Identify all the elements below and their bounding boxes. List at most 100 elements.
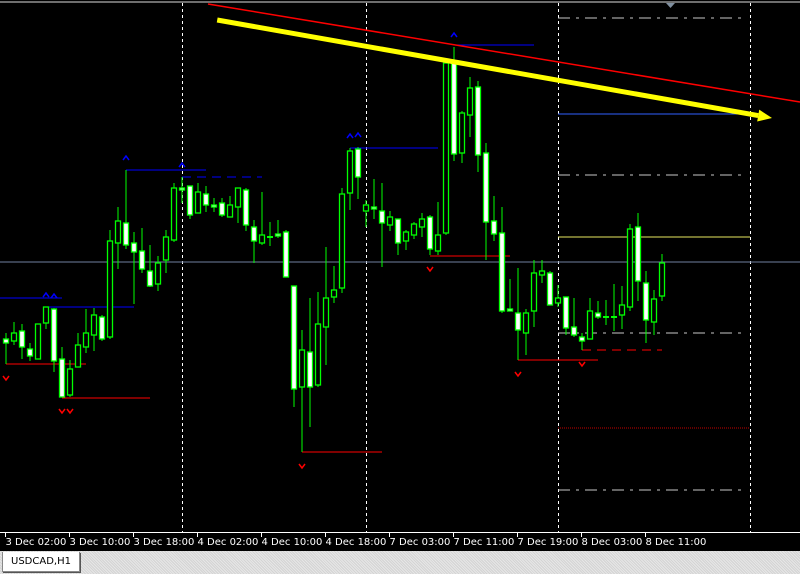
candle[interactable] (170, 183, 178, 242)
candle[interactable] (298, 330, 306, 452)
candle[interactable] (650, 290, 658, 335)
candle[interactable] (290, 285, 298, 407)
candle-body (154, 262, 162, 285)
candle[interactable] (394, 218, 402, 255)
candle[interactable] (2, 333, 10, 364)
candle[interactable] (58, 347, 66, 398)
candle[interactable] (474, 81, 482, 172)
candle[interactable] (466, 77, 474, 137)
candle[interactable] (267, 222, 273, 246)
candle-body (34, 323, 42, 360)
candle[interactable] (490, 196, 498, 241)
candle[interactable] (642, 271, 650, 343)
candle-body (658, 262, 666, 297)
price-chart[interactable]: 3 Dec 02:00 3 Dec 10:00 3 Dec 18:00 4 Dec 0… (0, 0, 800, 551)
candle-body (490, 220, 498, 235)
arrow-line[interactable] (216, 17, 759, 119)
candle[interactable] (162, 230, 170, 273)
fractal-up-arrow-icon (42, 291, 50, 298)
candle[interactable] (34, 323, 42, 360)
candle[interactable] (242, 188, 250, 231)
candle[interactable] (386, 211, 394, 231)
candle[interactable] (410, 222, 418, 239)
candle[interactable] (90, 308, 98, 351)
candle[interactable] (498, 207, 506, 313)
candle[interactable] (346, 148, 354, 210)
candle[interactable] (306, 298, 314, 427)
candle[interactable] (178, 177, 186, 203)
candle[interactable] (402, 230, 410, 250)
candle[interactable] (74, 333, 82, 368)
candle[interactable] (426, 215, 434, 255)
candle[interactable] (530, 260, 538, 327)
candle[interactable] (434, 202, 442, 255)
candle[interactable] (570, 298, 578, 337)
candle[interactable] (218, 198, 226, 217)
candle[interactable] (322, 247, 330, 365)
candle[interactable] (66, 360, 74, 397)
candle[interactable] (18, 324, 26, 359)
candle[interactable] (50, 308, 58, 372)
candle-body (394, 218, 402, 244)
candle[interactable] (603, 300, 609, 325)
candle[interactable] (106, 230, 114, 339)
candle[interactable] (554, 285, 562, 307)
candle[interactable] (258, 192, 266, 245)
candle[interactable] (154, 256, 162, 291)
candle[interactable] (98, 315, 106, 341)
candle[interactable] (186, 185, 194, 219)
candle[interactable] (250, 220, 258, 263)
candle[interactable] (202, 186, 210, 212)
candle[interactable] (274, 220, 282, 238)
candle[interactable] (458, 111, 466, 163)
candle[interactable] (611, 284, 617, 331)
candle[interactable] (578, 333, 586, 350)
candle[interactable] (594, 301, 602, 319)
candle-body (522, 312, 530, 334)
candle[interactable] (362, 200, 370, 227)
candle[interactable] (194, 183, 202, 214)
candle-body (18, 330, 26, 348)
candle[interactable] (418, 213, 426, 237)
candle[interactable] (10, 322, 18, 345)
tab-usdcad-h1[interactable]: USDCAD,H1 (2, 552, 80, 572)
candle[interactable] (482, 143, 490, 260)
candle[interactable] (146, 245, 154, 287)
candle[interactable] (618, 286, 626, 329)
candle[interactable] (130, 232, 138, 304)
candle[interactable] (114, 207, 122, 269)
candle[interactable] (122, 170, 130, 249)
candle[interactable] (538, 260, 546, 283)
candle[interactable] (378, 183, 386, 267)
candle-body (570, 326, 578, 336)
candle[interactable] (314, 292, 322, 387)
chart-shift-marker-icon[interactable] (666, 3, 675, 8)
candle[interactable] (506, 279, 514, 312)
candle[interactable] (338, 188, 346, 293)
trend-objects (207, 3, 800, 122)
candle[interactable] (658, 254, 666, 301)
candle[interactable] (370, 179, 378, 219)
candle[interactable] (586, 298, 594, 340)
candle[interactable] (330, 266, 338, 303)
candle[interactable] (210, 198, 218, 212)
candle[interactable] (226, 196, 234, 218)
candle-body (186, 185, 194, 216)
candle[interactable] (82, 309, 90, 353)
candle[interactable] (442, 62, 450, 235)
trendline[interactable] (207, 3, 800, 103)
candle[interactable] (546, 271, 554, 306)
candle[interactable] (354, 147, 362, 199)
candle[interactable] (138, 228, 146, 273)
fractal-down-arrow-icon (58, 408, 66, 415)
candle-body (306, 351, 314, 388)
candle[interactable] (562, 296, 570, 335)
candle[interactable] (42, 306, 50, 329)
candle[interactable] (26, 343, 34, 361)
candle[interactable] (514, 268, 522, 360)
candle[interactable] (282, 230, 290, 278)
candle[interactable] (626, 224, 634, 311)
candle[interactable] (522, 309, 530, 355)
candle[interactable] (234, 187, 242, 223)
candle[interactable] (634, 213, 642, 301)
